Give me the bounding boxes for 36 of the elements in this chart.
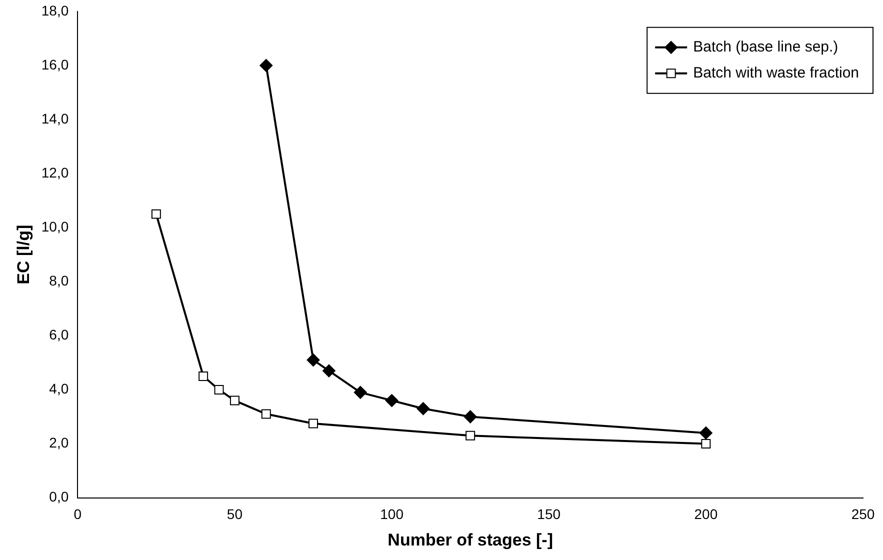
point xyxy=(306,353,320,366)
point xyxy=(308,418,318,428)
y-tick-label: 12,0 xyxy=(41,164,69,180)
x-tick-label: 250 xyxy=(851,506,875,522)
point xyxy=(416,402,430,416)
point xyxy=(385,394,398,408)
y-tick-label: 6,0 xyxy=(49,326,69,343)
point xyxy=(466,430,476,440)
point xyxy=(322,364,336,378)
legend-label: Batch (base line sep.) xyxy=(693,38,838,56)
y-tick-label: 18,0 xyxy=(41,2,69,18)
x-tick-label: 0 xyxy=(74,506,82,522)
y-tick-label: 0,0 xyxy=(49,488,69,505)
point xyxy=(261,409,271,419)
point xyxy=(701,439,711,448)
point xyxy=(230,396,240,406)
y-tick-label: 14,0 xyxy=(41,110,69,126)
y-tick-label: 2,0 xyxy=(49,434,69,451)
y-tick-label: 10,0 xyxy=(41,218,69,234)
y-tick-label: 8,0 xyxy=(49,272,69,288)
point xyxy=(354,386,367,399)
point xyxy=(699,426,712,440)
point xyxy=(464,410,477,424)
point xyxy=(214,384,224,394)
y-tick-label: 4,0 xyxy=(49,380,69,397)
y-axis-title: EC [l/g] xyxy=(14,224,33,284)
x-tick-label: 150 xyxy=(537,506,561,522)
x-tick-label: 200 xyxy=(694,506,718,522)
x-axis-title: Number of stages [-] xyxy=(388,530,553,550)
point xyxy=(151,209,161,219)
point xyxy=(260,58,273,72)
legend-label: Batch with waste fraction xyxy=(693,64,860,82)
point xyxy=(198,371,208,381)
y-tick-label: 16,0 xyxy=(41,56,69,72)
x-tick-label: 100 xyxy=(380,506,404,522)
x-tick-label: 50 xyxy=(226,506,243,522)
